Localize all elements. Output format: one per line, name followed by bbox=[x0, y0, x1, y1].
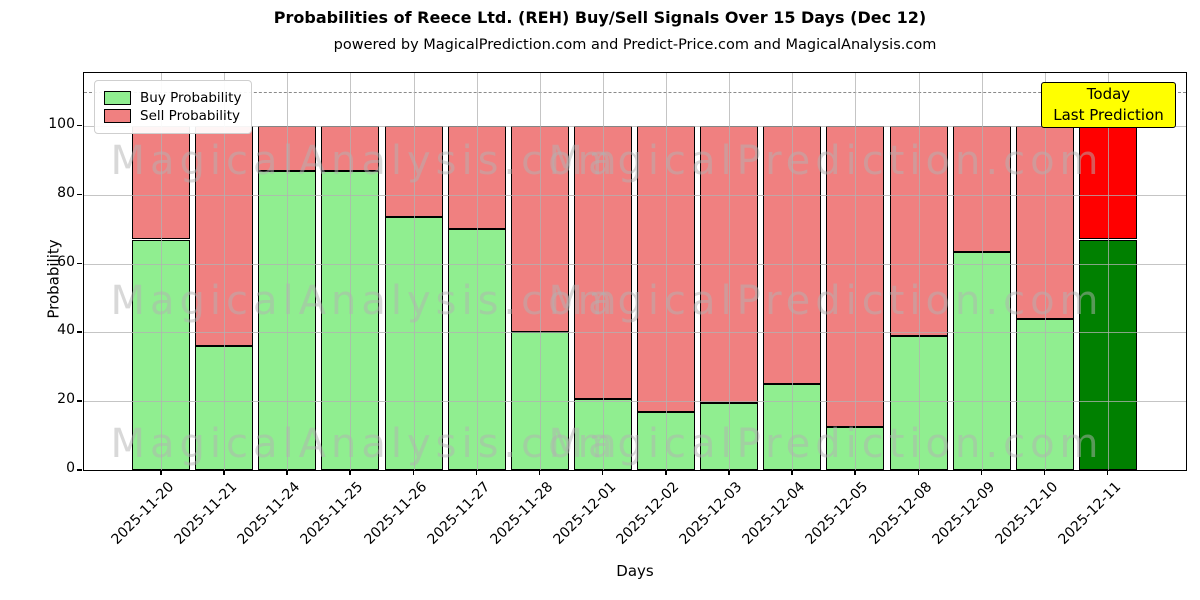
plot-area: MagicalAnalysis.com MagicalPrediction.com… bbox=[83, 72, 1187, 471]
x-tick-label: 2025-11-25 bbox=[297, 479, 367, 548]
y-tick-mark bbox=[77, 400, 82, 402]
x-tick-label: 2025-11-27 bbox=[424, 479, 493, 548]
y-tick-mark bbox=[77, 262, 82, 265]
legend-item-sell: Sell Probability bbox=[104, 108, 241, 124]
x-tick-mark bbox=[1106, 470, 1109, 475]
today-annotation: Today Last Prediction bbox=[1041, 82, 1176, 128]
watermark-text: MagicalPrediction.com bbox=[548, 138, 1104, 184]
watermark-text: MagicalAnalysis.com bbox=[110, 138, 622, 184]
h-gridline bbox=[84, 401, 1186, 403]
y-tick-label: 60 bbox=[57, 253, 75, 270]
legend-item-buy: Buy Probability bbox=[104, 90, 241, 106]
y-tick-label: 20 bbox=[57, 391, 75, 408]
x-tick-label: 2025-11-24 bbox=[234, 479, 304, 548]
v-gridline bbox=[413, 73, 415, 470]
watermark-text: MagicalPrediction.com bbox=[548, 421, 1104, 467]
v-gridline bbox=[602, 73, 604, 470]
x-tick-label: 2025-12-01 bbox=[550, 479, 620, 548]
x-tick-label: 2025-11-21 bbox=[171, 479, 241, 548]
v-gridline bbox=[224, 73, 226, 470]
v-gridline bbox=[729, 73, 731, 470]
h-gridline bbox=[84, 263, 1186, 265]
x-tick-mark bbox=[665, 470, 667, 475]
x-tick-label: 2025-12-03 bbox=[676, 479, 746, 548]
legend-label-sell: Sell Probability bbox=[140, 108, 241, 124]
y-tick-mark bbox=[77, 193, 82, 196]
y-axis-label: Probability bbox=[44, 239, 63, 319]
v-gridline bbox=[287, 73, 289, 470]
today-annotation-line1: Today bbox=[1086, 85, 1131, 103]
v-gridline bbox=[918, 73, 920, 470]
x-tick-mark bbox=[728, 470, 730, 475]
y-tick-mark bbox=[77, 469, 82, 471]
x-tick-mark bbox=[160, 470, 162, 475]
x-tick-label: 2025-12-10 bbox=[992, 479, 1062, 548]
y-tick-label: 0 bbox=[66, 460, 75, 476]
x-tick-label: 2025-12-08 bbox=[866, 479, 935, 548]
legend: Buy Probability Sell Probability bbox=[94, 80, 253, 134]
y-tick-mark bbox=[77, 124, 82, 127]
dashed-threshold-line bbox=[84, 91, 1186, 93]
h-gridline bbox=[84, 125, 1186, 127]
x-tick-mark bbox=[601, 470, 604, 475]
x-tick-label: 2025-12-05 bbox=[802, 479, 872, 548]
x-tick-label: 2025-11-20 bbox=[108, 479, 178, 548]
x-tick-mark bbox=[223, 470, 225, 475]
h-gridline bbox=[84, 194, 1186, 196]
chart-title: Probabilities of Reece Ltd. (REH) Buy/Se… bbox=[273, 8, 927, 27]
x-axis-label: Days bbox=[616, 562, 654, 580]
y-tick-label: 100 bbox=[48, 115, 75, 132]
sell-swatch bbox=[104, 109, 131, 123]
buy-swatch bbox=[104, 91, 131, 105]
v-gridline bbox=[1044, 73, 1046, 470]
v-gridline bbox=[476, 73, 478, 470]
v-gridline bbox=[981, 73, 983, 470]
x-tick-mark bbox=[791, 470, 793, 475]
today-annotation-line2: Last Prediction bbox=[1053, 106, 1164, 124]
x-tick-mark bbox=[286, 470, 288, 475]
x-tick-mark bbox=[475, 470, 478, 475]
x-tick-label: 2025-12-11 bbox=[1055, 479, 1125, 548]
v-gridline bbox=[350, 73, 352, 470]
v-gridline bbox=[792, 73, 794, 470]
x-tick-mark bbox=[854, 470, 856, 475]
legend-label-buy: Buy Probability bbox=[140, 90, 242, 106]
v-gridline bbox=[666, 73, 668, 470]
y-tick-label: 80 bbox=[57, 184, 75, 201]
x-tick-mark bbox=[917, 470, 920, 475]
v-gridline bbox=[539, 73, 541, 470]
watermark-text: MagicalAnalysis.com bbox=[110, 421, 622, 467]
x-tick-label: 2025-12-02 bbox=[613, 479, 683, 548]
v-gridline bbox=[855, 73, 857, 470]
y-tick-label: 40 bbox=[57, 322, 75, 339]
x-tick-mark bbox=[1043, 470, 1046, 475]
x-tick-mark bbox=[538, 470, 541, 475]
h-gridline bbox=[84, 332, 1186, 334]
x-tick-mark bbox=[980, 470, 983, 475]
x-tick-label: 2025-11-26 bbox=[360, 479, 430, 548]
v-gridline bbox=[1107, 73, 1109, 470]
x-tick-label: 2025-12-04 bbox=[739, 479, 809, 548]
x-tick-mark bbox=[349, 470, 351, 475]
chart-subtitle: powered by MagicalPrediction.com and Pre… bbox=[333, 37, 937, 53]
watermark-text: MagicalPrediction.com bbox=[548, 278, 1104, 324]
x-tick-label: 2025-12-09 bbox=[929, 479, 999, 548]
watermark-text: MagicalAnalysis.com bbox=[110, 278, 622, 324]
y-tick-mark bbox=[77, 331, 82, 333]
v-gridline bbox=[161, 73, 162, 470]
x-tick-mark bbox=[412, 470, 415, 475]
x-tick-label: 2025-11-28 bbox=[487, 479, 557, 548]
